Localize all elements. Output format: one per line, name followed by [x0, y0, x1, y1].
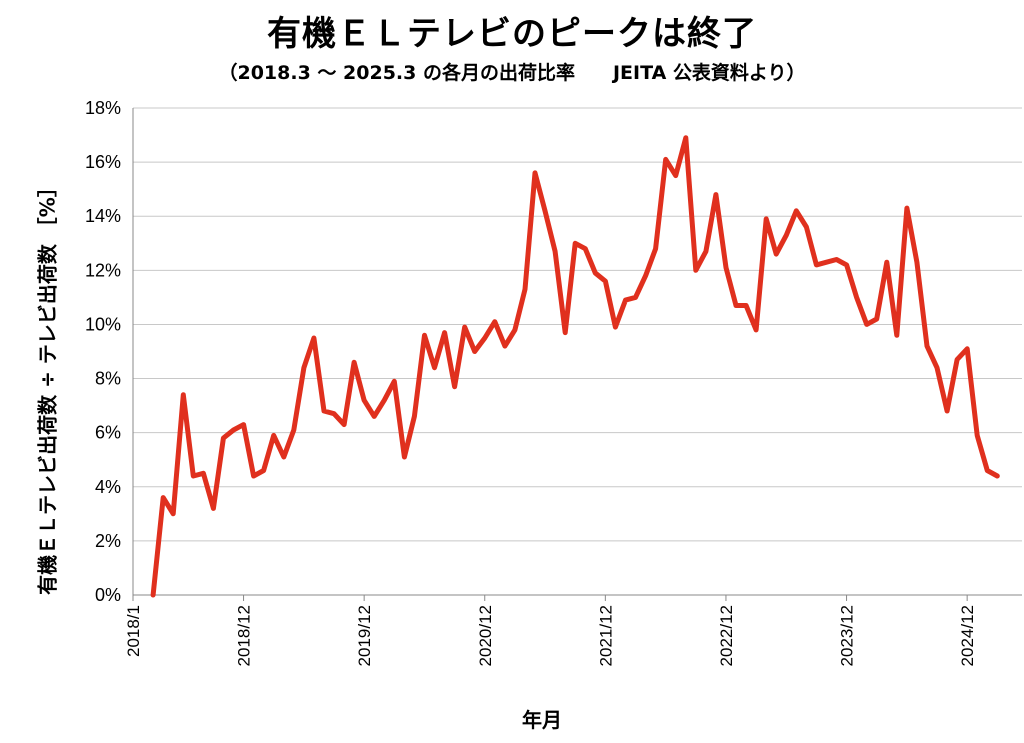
x-tick-label: 2023/12 [838, 605, 857, 666]
x-axis-label: 年月 [522, 708, 562, 732]
y-tick-label: 0% [95, 585, 121, 605]
y-tick-label: 10% [85, 314, 121, 334]
chart-title: 有機ＥＬテレビのピークは終了 [267, 14, 757, 54]
y-tick-label: 2% [95, 531, 121, 551]
x-tick-label: 2021/12 [596, 605, 615, 666]
y-tick-label: 4% [95, 477, 121, 497]
y-tick-label: 8% [95, 369, 121, 389]
y-tick-label: 12% [85, 260, 121, 280]
y-tick-label: 14% [85, 206, 121, 226]
gridlines [133, 107, 1022, 596]
y-tick-label: 18% [85, 98, 121, 118]
x-tick-labels: 2018/1 2018/12 2019/12 2020/12 2021/12 2022/1… [124, 605, 977, 666]
series-line [150, 135, 1000, 598]
axes [132, 108, 1022, 601]
y-tick-label: 6% [95, 423, 121, 443]
x-tick-label: 2019/12 [355, 605, 374, 666]
x-tick-label: 2022/12 [717, 605, 736, 666]
x-tick-label: 2018/1 [124, 605, 143, 657]
x-tick-label: 2018/12 [235, 605, 254, 666]
x-tick-label: 2024/12 [958, 605, 977, 666]
y-tick-label: 16% [85, 152, 121, 172]
series [150, 135, 1000, 598]
y-tick-labels: 0% 2% 4% 6% 8% 10% 12% 14% 16% 18% [85, 98, 121, 605]
x-tick-label: 2020/12 [476, 605, 495, 666]
chart-subtitle: （2018.3 ～ 2025.3 の各月の出荷比率 JEITA 公表資料より） [218, 62, 806, 84]
